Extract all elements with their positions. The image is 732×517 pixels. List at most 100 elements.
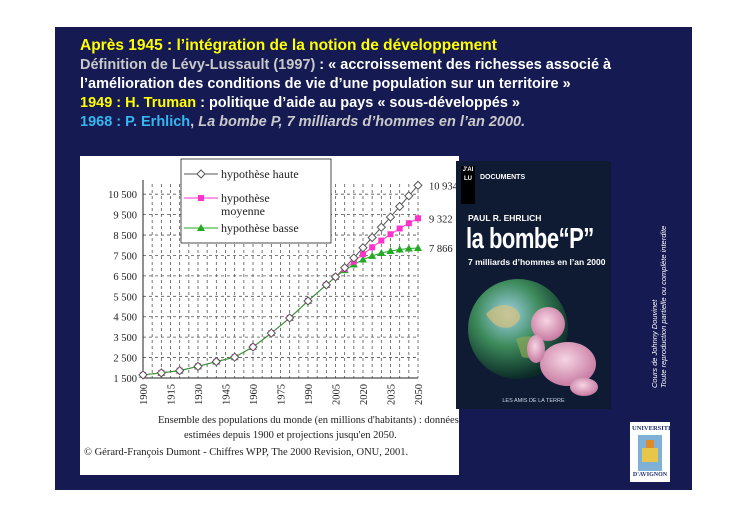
book-publisher: LES AMIS DE LA TERRE xyxy=(502,398,565,404)
data-point-basse xyxy=(395,245,404,253)
university-logo-top: UNIVERSITÉ xyxy=(632,425,673,432)
data-point-haute xyxy=(330,272,341,282)
definition-source: Définition de Lévy-Lussault (1997) xyxy=(80,57,316,73)
data-point-moyenne xyxy=(396,225,403,232)
y-tick-label: 6 500 xyxy=(113,272,137,283)
university-logo-bottom: D'AVIGNON xyxy=(632,472,668,478)
end-value-label: 9 322 xyxy=(429,214,453,225)
definition-quote-start: : « accroissement des richesses associé … xyxy=(315,57,612,73)
data-point-moyenne xyxy=(198,195,204,201)
data-point-basse xyxy=(197,224,205,231)
legend-label: hypothèse haute xyxy=(221,167,299,181)
university-logo: UNIVERSITÉ D'AVIGNON xyxy=(630,422,673,482)
data-point-haute xyxy=(404,191,414,201)
data-point-haute xyxy=(193,361,203,372)
end-value-label: 10 934 xyxy=(429,181,459,192)
data-point-haute xyxy=(339,263,350,273)
chart-svg: 1 500 2 500 3 500 4 500 5 500 6 500 7 500 8 500… xyxy=(108,158,459,405)
data-point-haute xyxy=(248,342,258,352)
y-tick-label: 1 500 xyxy=(113,374,137,385)
x-tick-label: 1930 xyxy=(194,384,205,405)
publisher-logo: J'AI LU xyxy=(461,166,475,204)
x-tick-label: 1990 xyxy=(304,384,315,405)
data-point-moyenne xyxy=(405,220,412,227)
book-cover: J'AI LU DOCUMENTS PAUL R. EHRLICH la bom… xyxy=(456,161,611,409)
x-tick-label: 1975 xyxy=(277,384,288,405)
data-point-haute xyxy=(385,212,396,222)
chart-caption-line-1: Ensemble des populations du monde (en mi… xyxy=(158,415,459,426)
chart-caption-line-2: estimées depuis 1900 et projections jusq… xyxy=(184,430,397,441)
x-tick-label: 1900 xyxy=(139,384,150,405)
ehrlich-comma: , xyxy=(190,114,199,130)
definition-line-1: Définition de Lévy-Lussault (1997) : « a… xyxy=(80,56,611,74)
chart-source: © Gérard-François Dumont - Chiffres WPP,… xyxy=(84,447,409,458)
data-point-haute xyxy=(229,352,240,362)
legend-label: hypothèse basse xyxy=(221,221,299,235)
truman-text: : politique d’aide au pays « sous-dévelo… xyxy=(196,95,520,111)
data-point-moyenne xyxy=(369,244,376,251)
data-point-haute xyxy=(367,232,377,243)
data-point-haute xyxy=(174,365,185,376)
x-tick-label: 2035 xyxy=(387,384,398,405)
definition-line-2: l’amélioration des conditions de vie d’u… xyxy=(80,76,571,92)
legend-box xyxy=(180,158,332,244)
slide-heading: Après 1945 : l’intégration de la notion … xyxy=(80,37,497,54)
data-point-basse xyxy=(359,255,367,263)
book-series: DOCUMENTS xyxy=(480,174,526,181)
data-point-basse xyxy=(368,251,377,259)
book-subtitle: 7 milliards d’hommes en l’an 2000 xyxy=(468,257,606,267)
y-tick-label: 4 500 xyxy=(113,313,137,324)
end-value-label: 7 866 xyxy=(429,244,453,255)
copyright-notice: Cours de Johnny Douvinet Toute reproduct… xyxy=(650,226,668,388)
ehrlich-line: 1968 : P. Erhlich, La bombe P, 7 milliar… xyxy=(80,113,525,131)
y-tick-label: 7 500 xyxy=(113,251,137,262)
x-tick-label: 2020 xyxy=(359,384,370,405)
truman-year: 1949 : xyxy=(80,95,126,111)
university-emblem-icon xyxy=(638,435,662,471)
truman-name: H. Truman xyxy=(125,95,197,111)
copyright-line-2: Toute reproduction partielle ou complète… xyxy=(659,225,668,388)
earth-baby-illustration xyxy=(468,279,598,396)
book-title: la bombe“P” xyxy=(466,222,594,255)
data-point-basse xyxy=(386,246,395,254)
x-tick-label: 2050 xyxy=(414,384,425,405)
book-author: PAUL R. EHRLICH xyxy=(468,213,542,223)
x-tick-label: 2005 xyxy=(332,384,343,405)
data-point-haute xyxy=(349,253,359,263)
y-tick-label: 9 500 xyxy=(113,211,137,222)
copyright-line-1: Cours de Johnny Douvinet xyxy=(650,299,659,388)
y-tick-label: 3 500 xyxy=(113,333,137,344)
data-point-haute xyxy=(303,296,313,306)
population-chart: 1 500 2 500 3 500 4 500 5 500 6 500 7 500 8 500… xyxy=(80,156,459,475)
data-point-moyenne xyxy=(360,251,366,258)
data-point-moyenne xyxy=(387,231,394,238)
data-point-basse xyxy=(414,243,422,251)
x-tick-label: 1960 xyxy=(249,384,260,405)
data-point-moyenne xyxy=(378,237,385,244)
data-point-haute xyxy=(358,243,368,253)
data-point-haute xyxy=(266,328,277,338)
y-tick-label: 8 500 xyxy=(113,231,137,242)
legend-label: moyenne xyxy=(221,204,265,218)
legend-label: hypothèse xyxy=(221,191,270,205)
ehrlich-book-title: La bombe P, 7 milliards d’hommes en l’an… xyxy=(198,114,526,130)
data-point-moyenne xyxy=(415,215,421,222)
data-point-haute xyxy=(284,313,295,323)
data-point-haute xyxy=(156,368,167,378)
data-point-haute xyxy=(394,201,405,212)
data-point-haute xyxy=(196,169,206,179)
data-point-haute xyxy=(413,180,423,191)
data-point-haute xyxy=(211,356,222,367)
x-tick-label: 1945 xyxy=(222,384,233,405)
truman-line: 1949 : H. Truman : politique d’aide au p… xyxy=(80,94,520,112)
y-tick-label: 2 500 xyxy=(113,354,137,365)
data-point-basse xyxy=(377,249,386,257)
data-point-basse xyxy=(404,244,413,252)
data-point-haute xyxy=(321,280,332,290)
y-tick-label: 10 500 xyxy=(108,190,137,201)
y-tick-label: 5 500 xyxy=(113,292,137,303)
data-point-haute xyxy=(138,370,148,380)
data-point-haute xyxy=(376,222,387,232)
ehrlich-prefix: 1968 : P. Erhlich xyxy=(80,114,191,130)
x-tick-label: 1915 xyxy=(167,384,178,405)
